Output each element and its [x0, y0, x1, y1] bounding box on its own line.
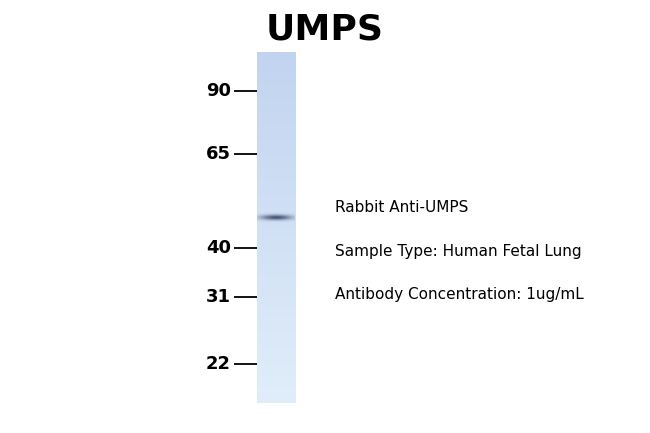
Text: 31: 31 — [206, 288, 231, 307]
Text: Rabbit Anti-UMPS: Rabbit Anti-UMPS — [335, 200, 468, 215]
Text: Antibody Concentration: 1ug/mL: Antibody Concentration: 1ug/mL — [335, 287, 584, 302]
Text: UMPS: UMPS — [266, 13, 384, 47]
Text: 65: 65 — [206, 145, 231, 163]
Text: 40: 40 — [206, 239, 231, 257]
Text: 22: 22 — [206, 355, 231, 373]
Text: 90: 90 — [206, 82, 231, 100]
Text: Sample Type: Human Fetal Lung: Sample Type: Human Fetal Lung — [335, 244, 581, 259]
